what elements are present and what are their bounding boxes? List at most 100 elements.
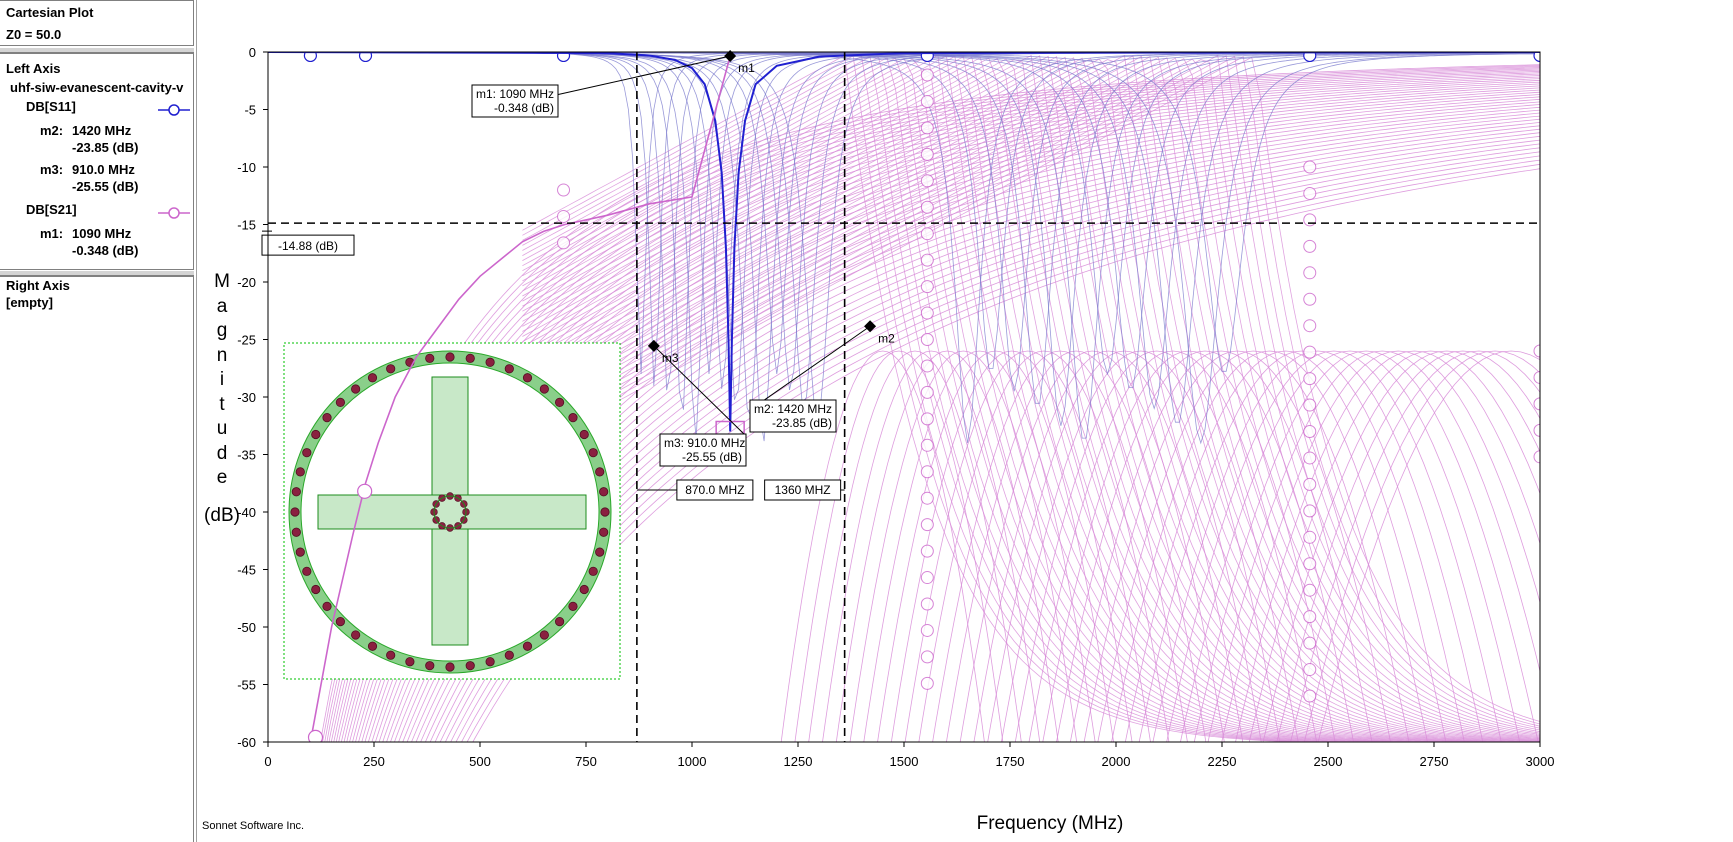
y-tick-label: -30 — [237, 390, 256, 405]
via — [588, 566, 598, 576]
right-axis-value: [empty] — [6, 295, 53, 310]
trace-symbol — [920, 121, 934, 135]
band-edge-label-box — [764, 479, 842, 501]
via — [579, 429, 589, 440]
trace-symbol — [920, 68, 934, 82]
trace-symbol — [1303, 451, 1317, 465]
y-tick-label: -15 — [237, 218, 256, 233]
s21-overlay-curve — [1124, 350, 1447, 742]
cartesian-plot[interactable]: 0 -5 -10 -15 -20 -25 -30 -35 -40 -45 -50 -55 -60 0 25… — [198, 0, 1733, 842]
s21-symbol — [357, 483, 373, 499]
trace-symbol — [1533, 370, 1540, 384]
band-edge-label-box — [676, 479, 754, 501]
x-tick-label: 2000 — [1102, 754, 1131, 769]
y-tick-label: -45 — [237, 563, 256, 578]
marker-box — [471, 84, 559, 118]
trace-symbol — [920, 52, 934, 63]
y-tick-label: -55 — [237, 678, 256, 693]
via — [539, 384, 549, 394]
trace-symbol — [1303, 292, 1317, 306]
y-tick-label: -40 — [237, 505, 256, 520]
s11-marker-value: -25.55 (dB) — [72, 179, 139, 194]
s21-overlay-curve — [522, 58, 1540, 742]
trace-symbol — [1303, 266, 1317, 280]
s21-overlay-curve — [522, 59, 1540, 732]
via — [485, 657, 495, 667]
trace-symbol — [1303, 663, 1317, 677]
trace-symbol — [358, 52, 373, 63]
s11-overlay-curve — [437, 52, 1540, 391]
via — [302, 448, 312, 458]
panel-splitter[interactable] — [0, 47, 194, 53]
via — [568, 413, 578, 423]
via — [367, 373, 378, 383]
s21-overlay-curve — [522, 57, 1540, 737]
s21-trace-name[interactable]: DB[S21] — [26, 202, 77, 217]
trace-symbol — [557, 183, 571, 197]
x-tick-label: 2250 — [1208, 754, 1237, 769]
x-tick-label: 0 — [264, 754, 271, 769]
panel-splitter[interactable] — [0, 270, 194, 276]
s21-overlay-curve — [522, 58, 1379, 742]
trace-symbol — [920, 385, 934, 399]
via — [579, 584, 589, 595]
x-tick-label: 3000 — [1526, 754, 1555, 769]
trace-symbol — [1303, 636, 1317, 650]
left-axis-title: Left Axis — [6, 61, 61, 76]
x-tick-label: 1000 — [678, 754, 707, 769]
x-tick-label: 1500 — [890, 754, 919, 769]
marker-leader — [653, 345, 745, 435]
plot-type-title: Cartesian Plot — [6, 5, 94, 20]
s21-overlay-curve — [522, 57, 1540, 742]
project-name[interactable]: uhf-siw-evanescent-cavity-v — [10, 80, 184, 95]
s21-overlay-curve — [522, 56, 1540, 722]
via — [302, 566, 312, 576]
via — [588, 448, 598, 458]
s21-overlay-curve — [522, 56, 1343, 742]
trace-symbol — [1303, 504, 1317, 518]
s21-overlay-curve — [522, 55, 1540, 740]
band-edge-label: 870.0 MHZ — [685, 483, 744, 497]
via — [522, 641, 533, 651]
via — [291, 487, 301, 497]
y-axis-label-letter: g — [216, 320, 228, 341]
threshold-label: -14.88 (dB) — [278, 239, 338, 253]
trace-symbol — [557, 236, 571, 250]
s11-trace — [268, 52, 1540, 432]
s21-overlay-curve — [1262, 350, 1540, 742]
trace-symbol — [1533, 423, 1540, 437]
via — [504, 364, 514, 374]
s21-overlay-curve — [522, 58, 1464, 742]
s21-overlay-curve — [1028, 350, 1318, 742]
y-axis-label-letter: i — [219, 369, 225, 390]
via — [539, 630, 549, 640]
trace-symbol — [1303, 398, 1317, 412]
via — [522, 373, 533, 383]
s21-overlay-curve — [455, 155, 1540, 742]
via — [425, 661, 435, 671]
via — [335, 617, 345, 627]
s21-marker-freq: 1090 MHz — [72, 226, 132, 241]
marker-value: -0.348 (dB) — [494, 101, 554, 115]
y-axis-label-letter: d — [216, 442, 228, 464]
s21-overlay-curve — [522, 56, 1521, 742]
trace-symbol — [920, 676, 934, 690]
y-tick-label: -25 — [237, 333, 256, 348]
s11-trace-name[interactable]: DB[S11] — [26, 99, 76, 114]
via — [311, 429, 321, 440]
marker-value: -25.55 (dB) — [682, 450, 742, 464]
y-axis-label-letter: n — [216, 344, 228, 366]
via — [425, 353, 435, 363]
s21-overlay-curve — [472, 168, 1540, 742]
s21-overlay-curve — [1193, 350, 1539, 742]
threshold-label-box — [261, 234, 355, 256]
trace-symbol — [1533, 450, 1540, 464]
s21-overlay-curve — [1166, 350, 1502, 742]
band-edge-label: 1360 MHZ — [775, 483, 831, 497]
x-tick-labels: 0 250 500 750 1000 1250 1500 1750 2000 2250 2500 27… — [264, 742, 1554, 769]
circuit-layout-inset — [283, 342, 621, 680]
s21-overlay-curve — [522, 56, 1436, 742]
y-axis-label-letter: a — [216, 295, 228, 317]
